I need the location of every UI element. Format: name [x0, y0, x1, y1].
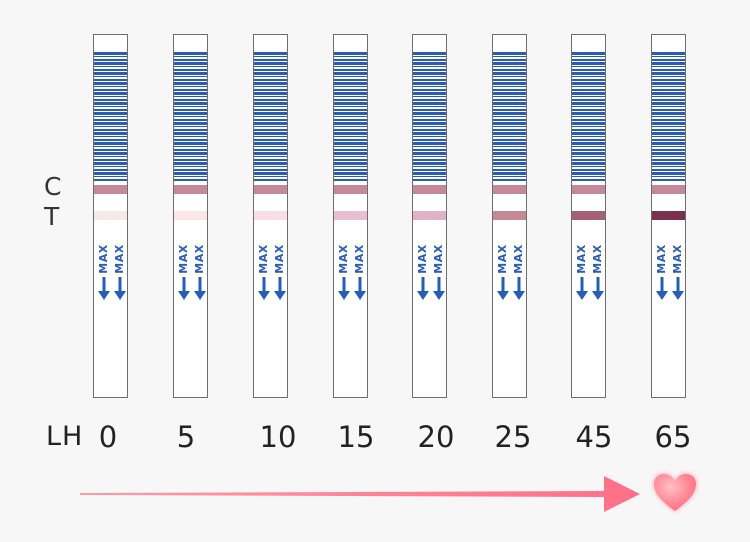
lh-axis-label: LH	[46, 421, 84, 452]
arrow-down-icon	[274, 277, 286, 300]
max-label: MAX	[113, 244, 126, 274]
arrow-down-icon	[114, 277, 126, 300]
strip-barcode	[254, 52, 287, 182]
control-line	[334, 185, 367, 194]
arrow-down-icon	[656, 277, 668, 300]
lh-value: 65	[654, 420, 692, 454]
control-line	[413, 185, 446, 194]
max-label: MAX	[416, 244, 429, 274]
max-label: MAX	[353, 244, 366, 274]
max-marker: MAX	[192, 239, 207, 301]
arrow-down-icon	[338, 277, 350, 300]
max-label: MAX	[177, 244, 190, 274]
test-line	[652, 211, 685, 220]
arrow-down-icon	[576, 277, 588, 300]
lh-value: 20	[417, 420, 455, 454]
max-marker: MAX	[272, 239, 287, 301]
arrow-down-icon	[354, 277, 366, 300]
arrow-down-icon	[194, 277, 206, 300]
test-strip: MAX MAX	[93, 34, 128, 398]
control-line	[493, 185, 526, 194]
max-marker: MAX	[176, 239, 192, 301]
max-marker: MAX	[495, 239, 511, 301]
max-marker: MAX	[112, 239, 127, 301]
max-label: MAX	[671, 244, 684, 274]
max-label: MAX	[432, 244, 445, 274]
arrow-down-icon	[433, 277, 445, 300]
arrow-down-icon	[417, 277, 429, 300]
control-line	[652, 185, 685, 194]
lh-value: 15	[337, 420, 375, 454]
arrow-down-icon	[258, 277, 270, 300]
max-label: MAX	[655, 244, 668, 274]
strip-barcode	[572, 52, 605, 182]
test-strip: MAX MAX	[492, 34, 527, 398]
max-marker: MAX	[336, 239, 352, 301]
strip-barcode	[94, 52, 127, 182]
arrow-down-icon	[98, 277, 110, 300]
lh-value: 45	[575, 420, 613, 454]
strip-barcode	[334, 52, 367, 182]
strip-barcode	[652, 52, 685, 182]
test-line	[334, 211, 367, 220]
test-strip: MAX MAX	[412, 34, 447, 398]
lh-value: 0	[98, 420, 118, 454]
arrow-down-icon	[497, 277, 509, 300]
max-marker: MAX	[654, 239, 670, 301]
test-line	[493, 211, 526, 220]
max-label: MAX	[575, 244, 588, 274]
max-label: MAX	[97, 244, 110, 274]
test-line	[94, 211, 127, 220]
strip-barcode	[493, 52, 526, 182]
max-marker: MAX	[431, 239, 446, 301]
max-marker: MAX	[574, 239, 590, 301]
max-label: MAX	[591, 244, 604, 274]
max-label: MAX	[496, 244, 509, 274]
max-marker: MAX	[590, 239, 605, 301]
max-label: MAX	[193, 244, 206, 274]
lh-value: 5	[176, 420, 196, 454]
control-line	[254, 185, 287, 194]
test-strip: MAX MAX	[253, 34, 288, 398]
max-marker: MAX	[96, 239, 112, 301]
control-line	[94, 185, 127, 194]
test-strip: MAX MAX	[571, 34, 606, 398]
test-strip: MAX MAX	[333, 34, 368, 398]
test-line	[174, 211, 207, 220]
control-line	[174, 185, 207, 194]
heart-icon	[652, 472, 698, 513]
strip-barcode	[413, 52, 446, 182]
max-label: MAX	[512, 244, 525, 274]
arrow-down-icon	[513, 277, 525, 300]
max-marker: MAX	[511, 239, 526, 301]
max-marker: MAX	[352, 239, 367, 301]
arrow-right-icon	[80, 476, 640, 512]
test-strip: MAX MAX	[173, 34, 208, 398]
arrow-down-icon	[672, 277, 684, 300]
control-line-label: C	[44, 172, 62, 201]
max-marker: MAX	[670, 239, 685, 301]
max-label: MAX	[257, 244, 270, 274]
strip-barcode	[174, 52, 207, 182]
lh-value: 10	[259, 420, 297, 454]
max-label: MAX	[337, 244, 350, 274]
test-line	[413, 211, 446, 220]
test-line-label: T	[44, 202, 60, 231]
max-marker: MAX	[256, 239, 272, 301]
arrow-down-icon	[592, 277, 604, 300]
max-label: MAX	[273, 244, 286, 274]
test-line	[254, 211, 287, 220]
test-strip: MAX MAX	[651, 34, 686, 398]
arrow-down-icon	[178, 277, 190, 300]
test-line	[572, 211, 605, 220]
control-line	[572, 185, 605, 194]
max-marker: MAX	[415, 239, 431, 301]
lh-value: 25	[494, 420, 532, 454]
